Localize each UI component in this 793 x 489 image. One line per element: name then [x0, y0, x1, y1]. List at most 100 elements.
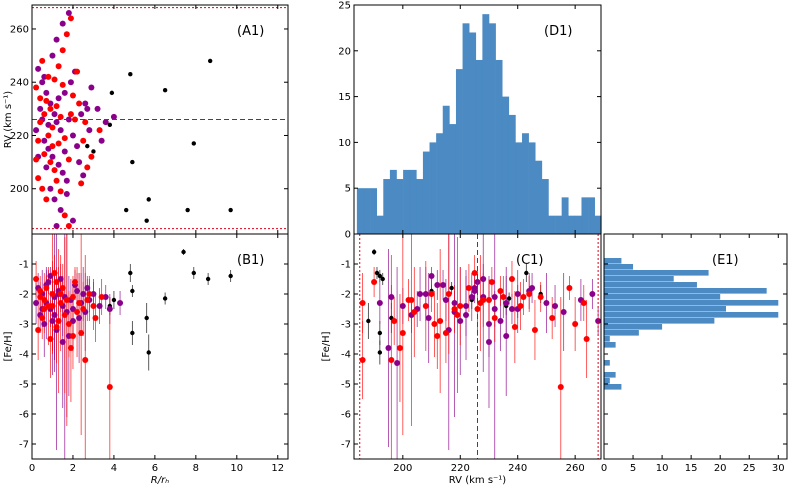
x-tick-label: 240: [508, 463, 527, 474]
data-point-purple: [514, 291, 521, 297]
y-axis-label: RV (km s⁻¹): [3, 91, 14, 149]
x-tick-label: 4: [111, 463, 117, 474]
data-point-red: [422, 303, 429, 309]
data-point-purple: [485, 339, 492, 345]
data-point-purple: [463, 303, 470, 309]
data-point-red: [55, 318, 62, 324]
data-point-purple: [508, 306, 515, 312]
data-point-red: [49, 303, 56, 309]
data-point-red: [531, 327, 538, 333]
data-point-red: [82, 119, 89, 126]
data-point-red: [405, 297, 412, 303]
data-point-red: [47, 159, 54, 166]
data-point-black: [130, 159, 135, 165]
data-point-red: [497, 288, 504, 294]
y-tick-label: 25: [338, 1, 351, 12]
data-point-black: [144, 218, 149, 223]
data-point-purple: [57, 207, 64, 214]
data-point-red: [51, 76, 58, 83]
data-point-purple: [74, 288, 81, 294]
hist-bar: [561, 197, 569, 234]
data-point-purple: [33, 300, 40, 306]
data-point-purple: [106, 306, 113, 312]
panel-label-a1: (A1): [237, 24, 264, 39]
data-point-red: [84, 164, 91, 171]
hist-bar: [604, 294, 721, 300]
data-point-red: [80, 306, 87, 312]
data-point-red: [47, 336, 54, 342]
data-point-purple: [503, 333, 510, 339]
data-point-red: [39, 315, 46, 321]
data-point-purple: [388, 294, 395, 300]
data-point-red: [74, 309, 81, 315]
hist-bar: [604, 270, 709, 276]
data-point-red: [67, 111, 74, 118]
panel-frame-b1: [31, 233, 289, 460]
data-point-red: [396, 345, 403, 351]
data-point-purple: [485, 321, 492, 327]
data-point-black: [91, 149, 96, 154]
data-point-red: [47, 105, 54, 112]
data-point-purple: [451, 300, 458, 306]
data-point-red: [485, 297, 492, 303]
data-point-purple: [428, 273, 435, 279]
hist-bar: [604, 288, 767, 294]
data-point-red: [72, 279, 79, 285]
x-tick-label: 15: [685, 463, 698, 474]
data-point-black: [130, 330, 135, 336]
data-point-red: [39, 57, 46, 64]
y-tick-label: -4: [19, 350, 29, 361]
x-axis-label: RV (km s⁻¹): [449, 475, 507, 486]
data-point-red: [57, 188, 64, 195]
y-tick-label: -1: [341, 260, 351, 271]
data-point-purple: [53, 223, 60, 230]
data-point-red: [61, 135, 68, 142]
data-point-red: [53, 279, 60, 285]
hist-bar: [356, 188, 364, 234]
data-point-black: [371, 249, 377, 255]
data-point-purple: [37, 105, 44, 112]
data-point-red: [41, 306, 48, 312]
hist-bar: [442, 105, 450, 234]
data-point-red: [454, 312, 461, 318]
data-point-black: [366, 318, 371, 324]
y-tick-label: -3: [19, 320, 29, 331]
data-point-red: [488, 279, 495, 285]
data-point-red: [33, 156, 40, 163]
panel-label-d1: (D1): [544, 24, 572, 39]
data-point-red: [86, 291, 93, 297]
data-point-purple: [76, 159, 83, 166]
hist-bar: [568, 215, 576, 234]
hist-bar: [535, 160, 543, 234]
data-point-red: [49, 143, 56, 150]
y-tick-label: -6: [341, 410, 351, 421]
data-point-red: [37, 119, 44, 126]
data-point-red: [84, 297, 91, 303]
hist-bar: [604, 300, 779, 306]
data-point-red: [359, 357, 366, 363]
data-point-purple: [399, 303, 406, 309]
data-point-black: [124, 207, 129, 213]
data-point-red: [59, 285, 66, 291]
data-point-purple: [67, 79, 74, 86]
data-point-purple: [110, 113, 117, 120]
points-group: [359, 234, 601, 459]
data-point-purple: [434, 282, 441, 288]
data-point-red: [428, 291, 435, 297]
data-point-purple: [440, 282, 447, 288]
y-tick-label: 10: [338, 138, 351, 149]
data-point-red: [59, 47, 66, 54]
hist-bar: [370, 188, 377, 234]
data-point-red: [41, 111, 48, 118]
data-point-red: [465, 285, 472, 291]
data-point-purple: [53, 119, 60, 126]
x-tick-label: 0: [29, 463, 35, 474]
data-point-black: [377, 350, 383, 355]
x-tick-label: 25: [743, 463, 756, 474]
y-tick-label: 200: [10, 184, 29, 195]
data-point-black: [228, 273, 233, 279]
data-point-black: [144, 315, 149, 321]
data-point-red: [35, 137, 42, 144]
hist-bar: [469, 32, 477, 235]
data-point-purple: [471, 285, 478, 291]
